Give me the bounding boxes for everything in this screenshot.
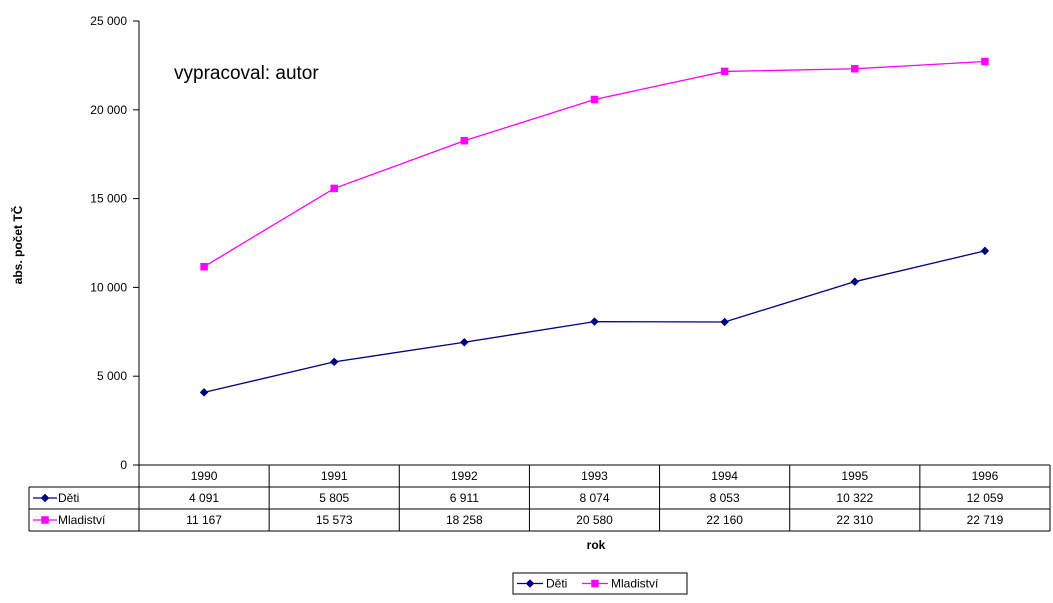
data-point bbox=[850, 277, 860, 287]
y-tick-label: 0 bbox=[120, 458, 127, 472]
data-point bbox=[590, 95, 599, 104]
data-point bbox=[720, 317, 729, 327]
chart-annotation: vypracoval: autor bbox=[174, 63, 319, 84]
x-tick-label: 1994 bbox=[711, 469, 738, 483]
legend-label: Děti bbox=[546, 577, 567, 591]
legend-marker bbox=[525, 579, 535, 588]
data-table-value: 15 573 bbox=[316, 513, 353, 527]
data-point bbox=[460, 337, 469, 347]
data-point bbox=[851, 65, 859, 73]
data-point bbox=[330, 184, 338, 193]
series-line-Mladiství bbox=[203, 60, 985, 268]
x-axis-label: rok bbox=[587, 538, 606, 552]
y-tick-label: 10 000 bbox=[90, 280, 127, 294]
x-tick-label: 1995 bbox=[841, 469, 868, 483]
data-table-value: 5 805 bbox=[319, 491, 349, 505]
data-table-value: 12 059 bbox=[967, 491, 1004, 505]
data-point bbox=[590, 317, 599, 326]
data-point bbox=[720, 67, 729, 76]
data-point bbox=[200, 262, 208, 271]
data-table-value: 8 074 bbox=[579, 491, 609, 505]
legend-label: Mladiství bbox=[611, 577, 659, 591]
table-legend-marker bbox=[41, 516, 49, 524]
data-point bbox=[460, 136, 469, 145]
data-table-value: 22 719 bbox=[967, 513, 1004, 527]
y-tick-label: 20 000 bbox=[90, 103, 127, 117]
x-tick-label: 1990 bbox=[191, 469, 218, 483]
data-table-value: 8 053 bbox=[710, 491, 740, 505]
data-table-value: 11 167 bbox=[186, 513, 222, 527]
y-tick-label: 15 000 bbox=[90, 192, 127, 206]
table-legend-marker bbox=[40, 493, 50, 503]
table-series-name: Mladiství bbox=[58, 513, 106, 527]
x-tick-label: 1996 bbox=[972, 469, 999, 483]
data-table-value: 22 160 bbox=[706, 513, 743, 527]
data-point bbox=[981, 57, 989, 66]
data-table-value: 18 258 bbox=[446, 513, 483, 527]
legend-marker bbox=[591, 579, 599, 588]
y-axis-label: abs. počet TČ bbox=[10, 205, 25, 284]
data-point bbox=[980, 246, 990, 256]
table-series-name: Děti bbox=[58, 491, 79, 505]
data-table-value: 10 322 bbox=[836, 491, 873, 505]
x-tick-label: 1992 bbox=[451, 469, 478, 483]
x-tick-label: 1991 bbox=[321, 469, 348, 483]
data-point bbox=[329, 357, 339, 367]
x-tick-label: 1993 bbox=[581, 469, 608, 483]
data-table-value: 6 911 bbox=[450, 491, 479, 505]
data-point bbox=[199, 387, 209, 397]
y-tick-label: 5 000 bbox=[97, 369, 127, 383]
data-table-value: 22 310 bbox=[836, 513, 873, 527]
y-tick-label: 25 000 bbox=[90, 14, 127, 28]
data-table-value: 4 091 bbox=[189, 491, 219, 505]
data-table-value: 20 580 bbox=[576, 513, 613, 527]
